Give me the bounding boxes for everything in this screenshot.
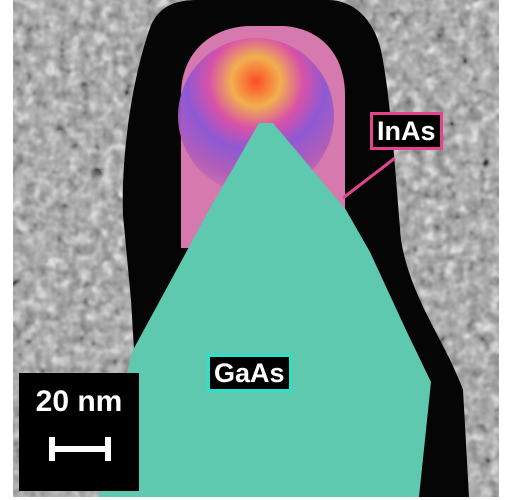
scale-bar-right-tick xyxy=(105,437,111,461)
inas-pointer-line xyxy=(342,156,396,200)
tem-micrograph: InAs GaAs 20 nm xyxy=(13,0,499,497)
inas-label: InAs xyxy=(370,112,443,150)
gaas-label: GaAs xyxy=(207,354,292,392)
scale-bar-label: 20 nm xyxy=(35,385,123,418)
scale-bar-left-tick xyxy=(49,437,55,461)
gaas-core-overlay xyxy=(99,123,431,497)
scale-bar-line xyxy=(49,446,111,452)
scale-bar-mark xyxy=(49,437,111,461)
micrograph-svg xyxy=(13,0,499,497)
scale-bar: 20 nm xyxy=(19,373,139,491)
